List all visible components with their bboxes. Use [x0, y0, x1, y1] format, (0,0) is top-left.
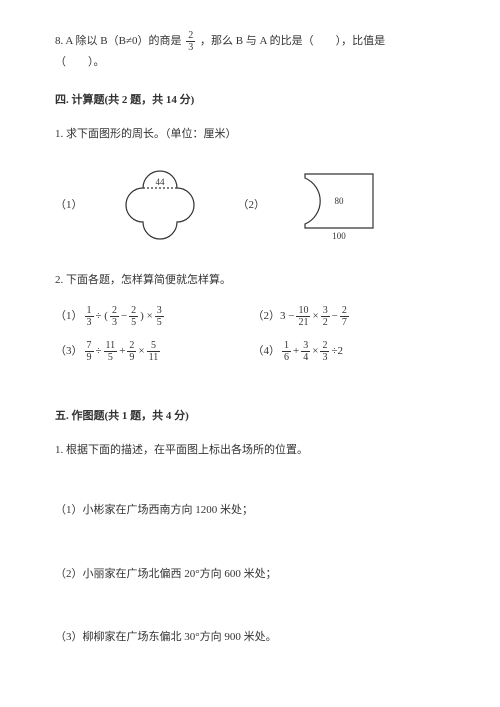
calc-text: ) ×: [140, 307, 153, 327]
figures-row: （1） 44 （2） 80 100: [55, 158, 450, 253]
frac-num: 2: [340, 305, 349, 317]
section-5-title: 五. 作图题(共 1 题，共 4 分): [55, 407, 450, 427]
fraction: 35: [155, 305, 164, 328]
fig1-label: （1）: [55, 196, 83, 216]
fraction: 511: [147, 340, 161, 363]
calc-label: （1）: [55, 307, 83, 327]
calc-item: （2）3 − 1021 × 32 − 27: [253, 305, 451, 328]
calc-text: −: [121, 307, 127, 327]
s4-q2: 2. 下面各题，怎样算简便就怎样算。: [55, 271, 450, 291]
frac-num: 2: [110, 305, 119, 317]
q8-fraction: 2 3: [186, 30, 195, 53]
calc-text: ×: [312, 307, 318, 327]
fraction: 27: [340, 305, 349, 328]
frac-den: 3: [110, 317, 119, 328]
fraction: 34: [301, 340, 310, 363]
calc-text: 3 −: [280, 307, 294, 327]
frac-den: 6: [282, 352, 291, 363]
fraction: 16: [282, 340, 291, 363]
s4-q1: 1. 求下面图形的周长。（单位：厘米）: [55, 125, 450, 145]
frac-den: 5: [129, 317, 138, 328]
calc-label: （3）: [55, 342, 83, 362]
frac-num: 10: [296, 305, 310, 317]
s5-q1: 1. 根据下面的描述，在平面图上标出各场所的位置。: [55, 441, 450, 461]
frac-num: 1: [85, 305, 94, 317]
fraction: 79: [85, 340, 94, 363]
frac-num: 3: [301, 340, 310, 352]
fraction: 13: [85, 305, 94, 328]
calc-container: （1）13 ÷ (23 − 25 ) × 35（2）3 − 1021 × 32 …: [55, 305, 450, 363]
fraction: 1021: [296, 305, 310, 328]
fig2-w: 100: [332, 231, 346, 241]
frac-num: 2: [129, 305, 138, 317]
frac-den: 7: [340, 317, 349, 328]
frac-den: 3: [85, 317, 94, 328]
calc-text: ×: [312, 342, 318, 362]
frac-num: 7: [85, 340, 94, 352]
figure-2-svg: 80 100: [295, 166, 385, 246]
frac-num: 2: [127, 340, 136, 352]
figure-1-svg: 44: [113, 158, 208, 253]
frac-num: 3: [321, 305, 330, 317]
calc-label: （4）: [253, 342, 281, 362]
calc-label: （2）: [253, 307, 281, 327]
s5-sub1: （1）小彬家在广场西南方向 1200 米处；: [55, 501, 450, 521]
calc-text: ÷ (: [96, 307, 108, 327]
frac-den: 9: [127, 352, 136, 363]
q8-end: （ ）。: [55, 56, 105, 68]
s5-sub3: （3）柳柳家在广场东偏北 30°方向 900 米处。: [55, 628, 450, 648]
calc-item: （3）79 ÷ 115 + 29 × 511: [55, 340, 253, 363]
fraction: 23: [320, 340, 329, 363]
q8-mid: ，那么 B 与 A 的比是（ ），比值是: [200, 35, 385, 47]
fraction: 25: [129, 305, 138, 328]
fig2-label: （2）: [238, 196, 266, 216]
section-4-title: 四. 计算题(共 2 题，共 14 分): [55, 91, 450, 111]
frac-num: 2: [186, 30, 195, 42]
calc-text: +: [293, 342, 299, 362]
frac-den: 2: [321, 317, 330, 328]
fraction: 32: [321, 305, 330, 328]
frac-den: 3: [186, 42, 195, 53]
calc-text: +: [119, 342, 125, 362]
s5-sub2: （2）小丽家在广场北偏西 20°方向 600 米处；: [55, 565, 450, 585]
calc-text: ÷2: [331, 342, 343, 362]
fig1-dim: 44: [155, 177, 165, 187]
frac-den: 21: [296, 317, 310, 328]
calc-item: （4）16 + 34 × 23 ÷2: [253, 340, 451, 363]
frac-den: 5: [104, 352, 118, 363]
calc-text: −: [332, 307, 338, 327]
fig2-h: 80: [335, 196, 345, 206]
question-8: 8. A 除以 B（B≠0）的商是 2 3 ，那么 B 与 A 的比是（ ），比…: [55, 30, 450, 73]
calc-item: （1）13 ÷ (23 − 25 ) × 35: [55, 305, 253, 328]
frac-den: 5: [155, 317, 164, 328]
frac-num: 1: [282, 340, 291, 352]
calc-row: （1）13 ÷ (23 − 25 ) × 35（2）3 − 1021 × 32 …: [55, 305, 450, 328]
frac-num: 2: [320, 340, 329, 352]
frac-den: 11: [147, 352, 161, 363]
fraction: 115: [104, 340, 118, 363]
frac-den: 4: [301, 352, 310, 363]
frac-num: 5: [147, 340, 161, 352]
calc-text: ×: [138, 342, 144, 362]
calc-text: ÷: [96, 342, 102, 362]
fraction: 29: [127, 340, 136, 363]
frac-den: 9: [85, 352, 94, 363]
calc-row: （3）79 ÷ 115 + 29 × 511（4）16 + 34 × 23 ÷2: [55, 340, 450, 363]
fraction: 23: [110, 305, 119, 328]
q8-prefix: 8. A 除以 B（B≠0）的商是: [55, 35, 181, 47]
frac-num: 3: [155, 305, 164, 317]
frac-den: 3: [320, 352, 329, 363]
frac-num: 11: [104, 340, 118, 352]
